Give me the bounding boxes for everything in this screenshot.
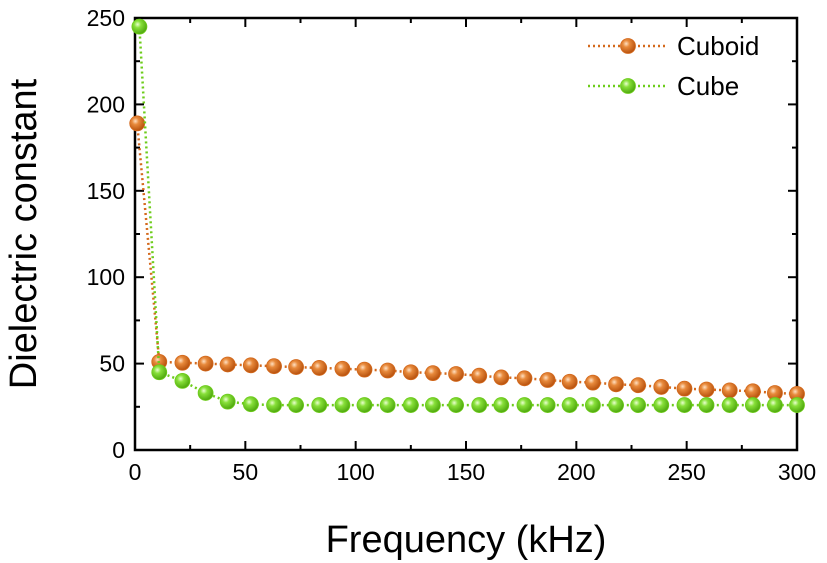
series-cube bbox=[131, 18, 805, 413]
y-tick-label: 0 bbox=[112, 437, 125, 463]
data-point bbox=[174, 372, 191, 389]
legend-label: Cube bbox=[677, 71, 739, 101]
data-point bbox=[539, 372, 556, 388]
y-tick-label: 50 bbox=[99, 351, 125, 377]
data-point bbox=[630, 377, 647, 394]
data-point bbox=[676, 397, 693, 413]
data-point bbox=[676, 380, 693, 397]
data-point bbox=[608, 397, 624, 413]
data-point bbox=[379, 397, 396, 413]
data-point bbox=[653, 397, 670, 413]
legend-marker bbox=[620, 38, 636, 54]
data-point bbox=[219, 393, 236, 410]
y-tick-label: 250 bbox=[87, 5, 125, 31]
data-point bbox=[266, 358, 282, 375]
data-point bbox=[266, 397, 282, 413]
data-point bbox=[767, 397, 783, 413]
x-tick-label: 200 bbox=[557, 459, 595, 485]
series-cuboid bbox=[129, 115, 805, 402]
data-point bbox=[334, 360, 351, 377]
y-axis-title: Dielectric constant bbox=[3, 78, 45, 389]
data-point bbox=[539, 397, 556, 413]
data-point bbox=[584, 374, 601, 391]
data-point bbox=[402, 364, 419, 381]
x-tick-label: 250 bbox=[667, 459, 705, 485]
data-point bbox=[356, 397, 373, 413]
data-point bbox=[698, 381, 715, 398]
data-point bbox=[744, 383, 761, 400]
data-point bbox=[242, 357, 259, 374]
data-point bbox=[311, 397, 328, 413]
data-point bbox=[608, 376, 624, 393]
data-point bbox=[402, 397, 419, 413]
data-point bbox=[653, 379, 670, 395]
data-point bbox=[151, 364, 168, 381]
legend-label: Cuboid bbox=[677, 31, 759, 61]
data-point bbox=[789, 397, 805, 413]
data-point bbox=[698, 397, 715, 413]
data-point bbox=[448, 366, 464, 382]
data-point bbox=[744, 397, 761, 413]
x-tick-label: 300 bbox=[778, 459, 816, 485]
data-point bbox=[424, 397, 441, 413]
data-point bbox=[493, 397, 510, 413]
data-point bbox=[131, 18, 148, 35]
data-point bbox=[129, 115, 146, 132]
y-tick-label: 150 bbox=[87, 178, 125, 204]
data-point bbox=[242, 396, 259, 413]
data-point bbox=[721, 397, 738, 413]
data-point bbox=[379, 362, 396, 379]
data-point bbox=[471, 397, 488, 413]
data-point bbox=[424, 365, 441, 382]
x-axis-title: Frequency (kHz) bbox=[326, 519, 607, 561]
data-point bbox=[516, 397, 533, 413]
data-point bbox=[197, 355, 214, 372]
data-point bbox=[516, 370, 533, 387]
x-tick-label: 0 bbox=[129, 459, 142, 485]
y-tick-label: 200 bbox=[87, 91, 125, 117]
y-tick-label: 100 bbox=[87, 264, 125, 290]
data-point bbox=[561, 373, 578, 390]
data-point bbox=[493, 369, 510, 386]
data-point bbox=[448, 397, 464, 413]
data-point bbox=[721, 382, 738, 399]
data-point bbox=[311, 360, 328, 376]
data-point bbox=[630, 397, 647, 413]
x-tick-label: 150 bbox=[447, 459, 485, 485]
data-point bbox=[288, 397, 304, 413]
series-line bbox=[135, 123, 798, 396]
data-point bbox=[197, 385, 214, 401]
data-point bbox=[584, 397, 601, 413]
data-point bbox=[471, 367, 488, 384]
x-tick-label: 100 bbox=[336, 459, 374, 485]
x-tick-label: 50 bbox=[233, 459, 259, 485]
data-point bbox=[334, 397, 351, 413]
data-point bbox=[174, 354, 191, 371]
data-point bbox=[219, 356, 236, 373]
data-point bbox=[356, 361, 373, 378]
legend: Cuboid Cube bbox=[588, 31, 759, 101]
data-point bbox=[561, 397, 578, 413]
data-point bbox=[288, 359, 304, 375]
legend-marker bbox=[620, 78, 636, 94]
